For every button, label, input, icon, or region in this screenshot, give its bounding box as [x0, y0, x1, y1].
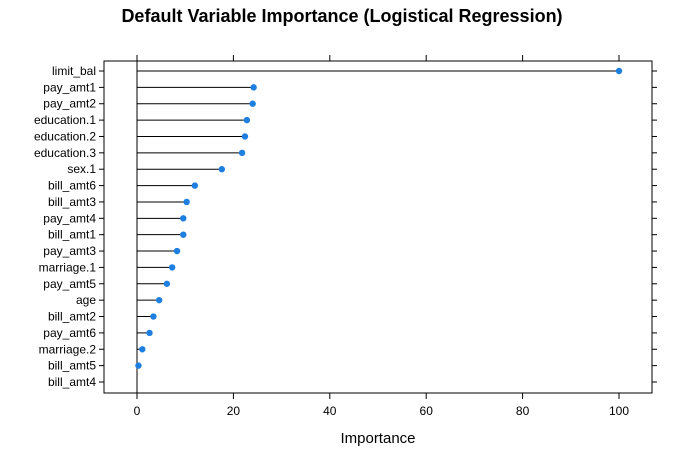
importance-point	[180, 231, 187, 238]
plot-frame	[103, 60, 653, 394]
importance-point	[173, 247, 181, 255]
y-tick-label: bill_amt2	[48, 310, 96, 324]
y-tick-label: bill_amt5	[48, 359, 96, 373]
y-tick-label: pay_amt2	[43, 97, 96, 111]
importance-point	[168, 264, 176, 271]
y-tick-label: limit_bal	[52, 64, 96, 78]
x-tick-label: 40	[323, 404, 337, 418]
x-tick-label: 80	[516, 404, 530, 418]
y-tick-label: bill_amt6	[48, 179, 96, 193]
y-tick-label: education.2	[34, 129, 96, 143]
y-tick-label: bill_amt1	[48, 228, 96, 242]
importance-point	[241, 133, 249, 140]
x-tick-label: 20	[227, 404, 241, 418]
importance-point	[243, 116, 251, 124]
x-axis-label: Importance	[340, 430, 415, 447]
x-tick-label: 100	[609, 404, 629, 418]
y-tick-label: bill_amt4	[48, 375, 96, 389]
importance-point	[238, 149, 246, 157]
importance-point	[615, 67, 623, 75]
y-tick-label: education.1	[34, 113, 96, 127]
x-axis: 0 20 40 60 80 100	[134, 55, 629, 418]
importance-point	[135, 362, 142, 369]
y-tick-label: pay_amt6	[43, 326, 96, 340]
importance-point	[155, 296, 163, 304]
y-tick-label: age	[76, 293, 96, 307]
importance-point	[146, 329, 153, 337]
chart-title: Default Variable Importance (Logistical …	[121, 6, 562, 26]
y-tick-label: pay_amt1	[43, 80, 96, 94]
data-rows: limit_bal pay_amt1 pay_amt2 education.1 educ…	[34, 64, 657, 389]
importance-point	[183, 198, 190, 206]
importance-point	[139, 346, 146, 353]
importance-point	[180, 215, 187, 222]
importance-point	[150, 313, 157, 320]
importance-point	[191, 182, 199, 189]
y-tick-label: marriage.2	[39, 342, 97, 356]
importance-point	[249, 100, 256, 107]
importance-point	[218, 166, 226, 173]
y-tick-label: sex.1	[67, 162, 96, 176]
y-tick-label: education.3	[34, 146, 96, 160]
importance-point	[163, 280, 171, 287]
y-tick-label: pay_amt5	[43, 277, 96, 291]
y-tick-label: pay_amt4	[43, 211, 96, 225]
y-tick-label: marriage.1	[39, 260, 97, 274]
y-tick-label: bill_amt3	[48, 195, 96, 209]
x-tick-label: 60	[420, 404, 434, 418]
y-tick-label: pay_amt3	[43, 244, 96, 258]
importance-point	[250, 84, 257, 91]
x-tick-label: 0	[134, 404, 141, 418]
